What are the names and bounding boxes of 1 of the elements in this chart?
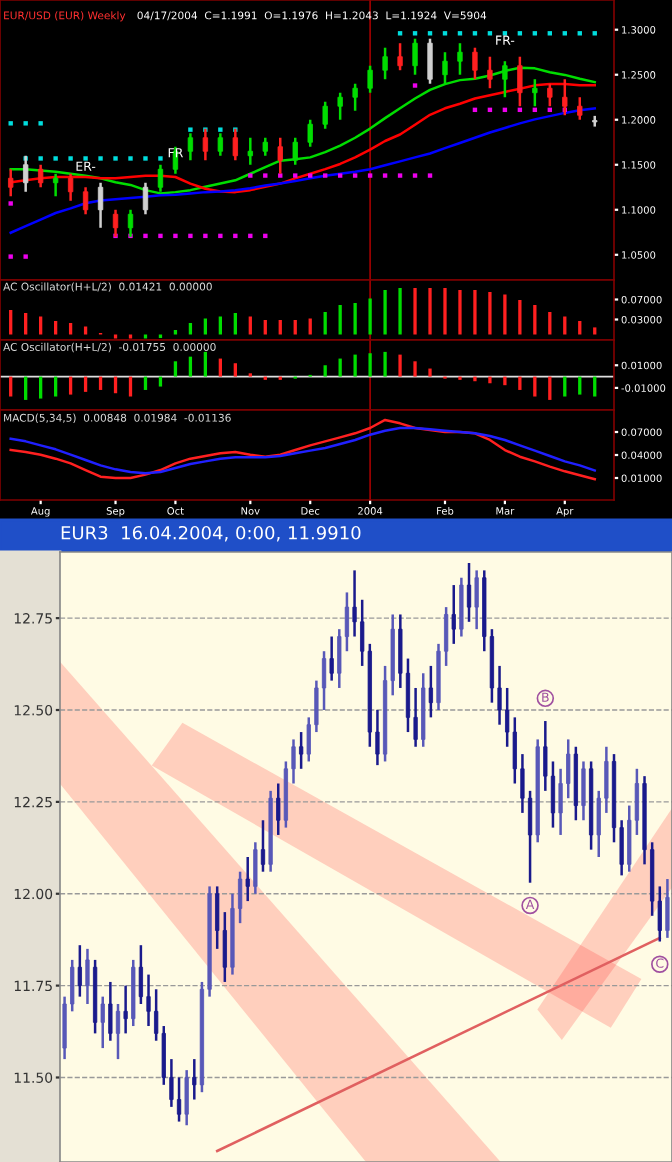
chart-title: EUR3 16.04.2004, 0:00, 11.9910 — [61, 525, 361, 542]
